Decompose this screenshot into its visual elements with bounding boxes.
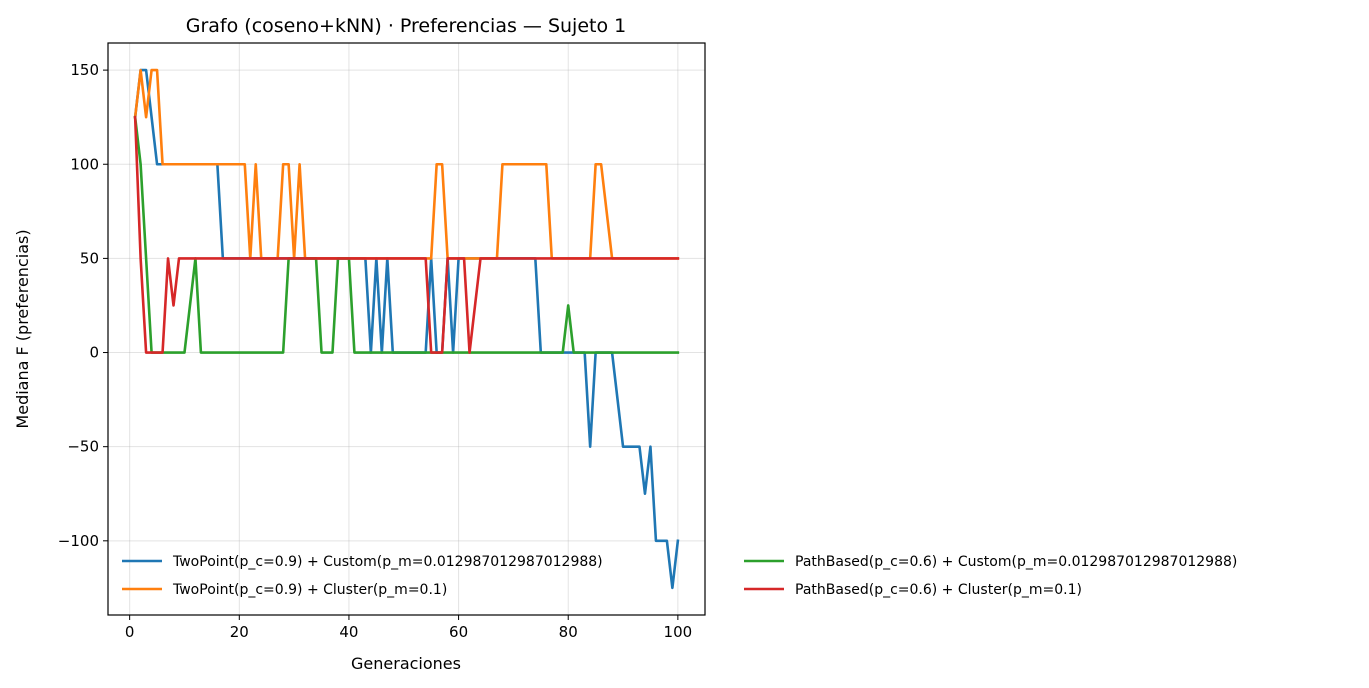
y-tick-label: 0 [89, 344, 99, 362]
x-tick-label: 20 [230, 623, 249, 641]
legend-entry-2: TwoPoint(p_c=0.9) + Cluster(p_m=0.1) [122, 582, 447, 598]
legend-entry-3: PathBased(p_c=0.6) + Custom(p_m=0.012987… [744, 554, 1237, 570]
x-tick-label: 100 [664, 623, 693, 641]
x-tick-label: 60 [449, 623, 468, 641]
x-axis-title: Generaciones [351, 654, 461, 673]
x-tick-label: 40 [339, 623, 358, 641]
legend-label: TwoPoint(p_c=0.9) + Cluster(p_m=0.1) [172, 582, 447, 598]
legend-entry-4: PathBased(p_c=0.6) + Cluster(p_m=0.1) [744, 582, 1082, 598]
y-tick-label: −50 [67, 438, 99, 456]
y-axis-title: Mediana F (preferencias) [13, 229, 32, 428]
series-layer [133, 68, 680, 590]
legend: TwoPoint(p_c=0.9) + Custom(p_m=0.0129870… [122, 554, 1237, 598]
legend-entry-1: TwoPoint(p_c=0.9) + Custom(p_m=0.0129870… [122, 554, 603, 570]
x-axis: 0 20 40 60 80 100 [125, 615, 692, 641]
legend-label: PathBased(p_c=0.6) + Cluster(p_m=0.1) [795, 582, 1082, 598]
y-tick-label: 100 [70, 155, 99, 173]
legend-label: TwoPoint(p_c=0.9) + Custom(p_m=0.0129870… [172, 554, 603, 570]
series-line-4 [133, 115, 680, 354]
legend-label: PathBased(p_c=0.6) + Custom(p_m=0.012987… [795, 554, 1237, 570]
y-tick-label: 150 [70, 61, 99, 79]
series-line-3 [133, 115, 680, 354]
y-tick-label: −100 [58, 532, 99, 550]
x-tick-label: 80 [559, 623, 578, 641]
plot-frame [107, 42, 706, 616]
x-tick-label: 0 [125, 623, 135, 641]
chart-title: Grafo (coseno+kNN) · Preferencias — Suje… [186, 15, 626, 37]
y-tick-label: 50 [80, 249, 99, 267]
y-axis: −100 −50 0 50 100 150 [58, 61, 108, 550]
